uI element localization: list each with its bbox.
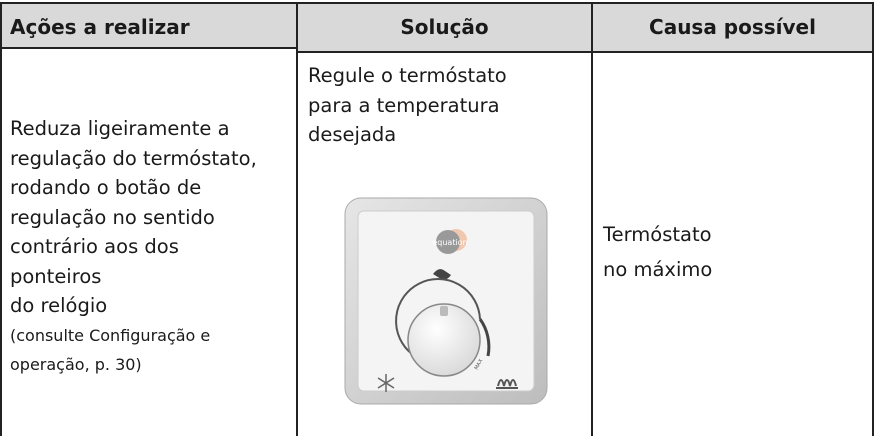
text-line: Reduza ligeiramente a xyxy=(10,117,230,140)
header-cell: Ações a realizar xyxy=(0,2,297,49)
note-line: (consulte Configuração e xyxy=(10,325,211,345)
text-line: do relógio xyxy=(10,294,108,317)
header-cell: Causa possível xyxy=(592,2,873,53)
text-line: no máximo xyxy=(603,258,713,281)
logo-text: equation xyxy=(432,238,467,247)
border xyxy=(296,2,298,436)
max-label: MAX xyxy=(474,358,485,371)
solution-cell: Regule o termóstato para a temperatura d… xyxy=(308,61,507,150)
note-line: operação, p. 30) xyxy=(10,355,142,374)
text-line: Regule o termóstato xyxy=(308,64,507,87)
header-cell: Solução xyxy=(297,2,592,53)
border xyxy=(0,2,2,436)
cause-cell: Termóstato no máximo xyxy=(603,217,712,287)
thermostat-image: equation MAX xyxy=(344,197,548,405)
text-line: regulação no sentido xyxy=(10,205,215,229)
border xyxy=(591,2,593,436)
actions-cell: Reduza ligeiramente a regulação do termó… xyxy=(10,114,257,380)
text-line: para a temperatura xyxy=(308,93,500,117)
text-line: desejada xyxy=(308,123,397,146)
text-line: contrário aos dos xyxy=(10,235,179,258)
text-line: rodando o botão de xyxy=(10,176,202,199)
text-line: regulação do termóstato, xyxy=(10,146,257,170)
border xyxy=(872,2,874,436)
text-line: Termóstato xyxy=(603,223,712,246)
text-line: ponteiros xyxy=(10,264,102,288)
